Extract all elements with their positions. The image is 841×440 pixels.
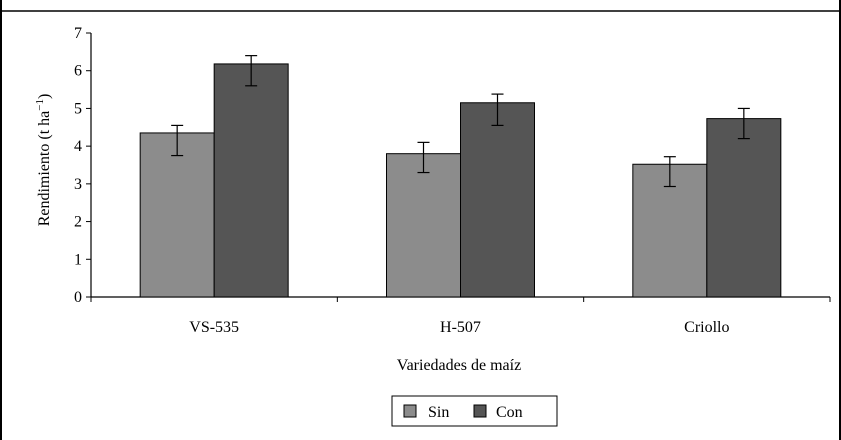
bar-sin-vs-535 (139, 132, 215, 298)
y-tick-label: 2 (74, 214, 82, 231)
error-bars (171, 55, 750, 188)
bars (139, 63, 782, 298)
legend: Sin Con (391, 395, 558, 427)
legend-swatch-con (473, 404, 487, 418)
legend-swatch-sin (403, 404, 417, 418)
legend-label-sin: Sin (428, 404, 449, 421)
legend-label-con: Con (496, 404, 523, 421)
x-axis-title: Variedades de maíz (397, 357, 521, 374)
y-axis-title: Rendimiento (t ha−1) (34, 94, 53, 227)
y-axis: 0 1 2 3 4 5 6 7 (74, 25, 92, 306)
y-tick-label: 7 (74, 25, 82, 42)
y-tick-label: 0 (74, 289, 82, 306)
y-tick-label: 1 (74, 251, 82, 268)
y-tick-label: 3 (74, 176, 82, 193)
bar-con-criollo (706, 118, 782, 298)
y-tick-label: 5 (74, 100, 82, 117)
x-axis: VS-535 H-507 Criollo (90, 296, 831, 336)
y-tick-label: 6 (74, 63, 82, 80)
y-tick-label: 4 (74, 138, 82, 155)
x-tick-label: Criollo (684, 319, 729, 336)
x-tick-label: VS-535 (189, 319, 239, 336)
x-tick-label: H-507 (440, 319, 481, 336)
bar-sin-h-507 (386, 153, 461, 298)
bar-con-h-507 (460, 102, 535, 298)
bar-con-vs-535 (213, 63, 289, 298)
